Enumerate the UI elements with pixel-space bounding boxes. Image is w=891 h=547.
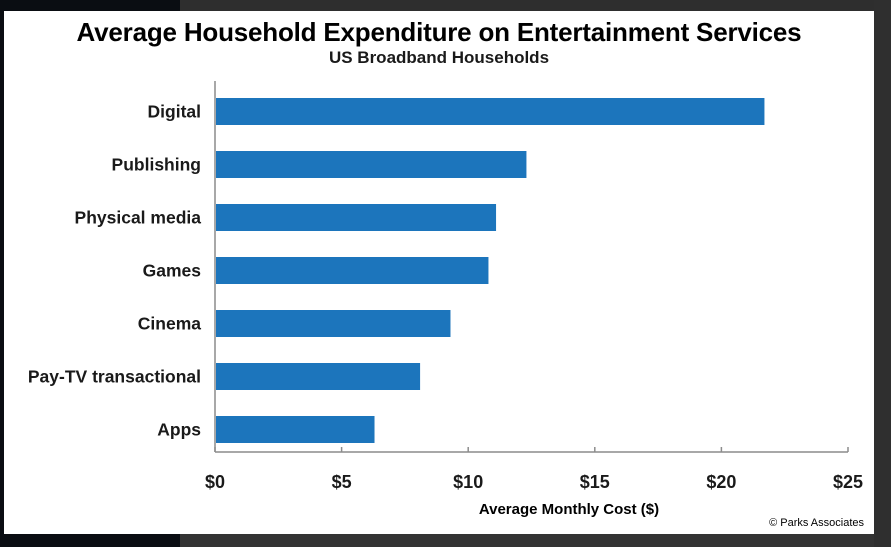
category-label: Pay-TV transactional [28,367,201,387]
background-titlebar [180,0,891,11]
bar-apps [216,416,375,443]
x-tick-label: $20 [706,472,736,492]
bar-publishing [216,151,527,178]
bar-pay-tv-transactional [216,363,421,390]
x-tick-label: $5 [332,472,352,492]
chart-title: Average Household Expenditure on Enterta… [76,17,802,47]
bar-chart: Digital Publishing Physical media Games Cine… [28,81,863,492]
chart-panel: Average Household Expenditure on Enterta… [4,11,874,534]
category-label: Publishing [112,155,201,175]
x-tick-label: $10 [453,472,483,492]
chart-subtitle: US Broadband Households [328,48,550,67]
bar-cinema [216,310,451,337]
bar-games [216,257,489,284]
category-label: Apps [157,420,201,440]
credit-text: © Parks Associates [769,517,864,529]
x-tick-label: $25 [833,472,863,492]
category-label: Cinema [138,314,201,334]
category-label: Games [143,261,202,281]
x-tick-label: $0 [205,472,225,492]
bar-physical-media [216,204,497,231]
x-axis-label: Average Monthly Cost ($) [478,501,660,518]
background-right [874,0,891,547]
category-label: Digital [148,102,201,122]
x-tick-label: $15 [580,472,610,492]
category-label: Physical media [75,208,202,228]
bar-digital [216,98,765,125]
